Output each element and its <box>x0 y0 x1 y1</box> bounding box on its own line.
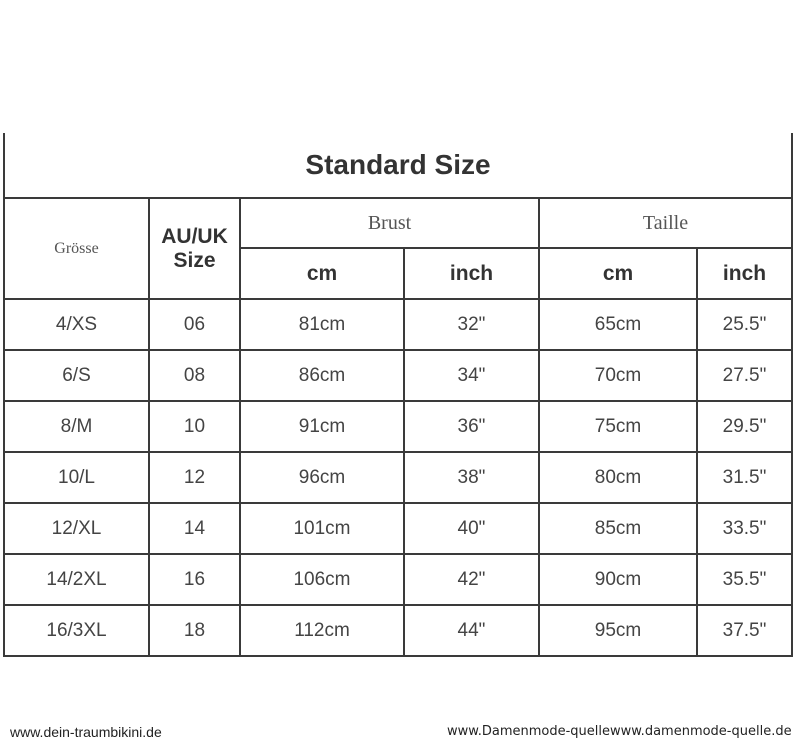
cell-brust-cm: 101cm <box>239 502 405 555</box>
cell-au-uk: 12 <box>148 451 241 504</box>
cell-brust-inch: 44" <box>403 604 540 657</box>
cell-au-uk: 16 <box>148 553 241 606</box>
header-au-uk: AU/UK <box>161 224 228 248</box>
table-row: 12/XL 14 101cm 40" 85cm 33.5" <box>3 502 793 555</box>
cell-au-uk: 10 <box>148 400 241 453</box>
watermark-left: www.dein-traumbikini.de <box>10 724 162 740</box>
cell-taille-inch: 27.5" <box>696 349 793 402</box>
header-taille-cm: cm <box>538 247 698 300</box>
cell-size: 8/M <box>3 400 150 453</box>
cell-taille-inch: 31.5" <box>696 451 793 504</box>
cell-brust-inch: 38" <box>403 451 540 504</box>
table-row: 6/S 08 86cm 34" 70cm 27.5" <box>3 349 793 402</box>
cell-brust-cm: 106cm <box>239 553 405 606</box>
cell-size: 4/XS <box>3 298 150 351</box>
header-size: Grösse <box>3 197 150 300</box>
header-brust-cm: cm <box>239 247 405 300</box>
cell-brust-inch: 42" <box>403 553 540 606</box>
cell-au-uk: 14 <box>148 502 241 555</box>
cell-taille-cm: 90cm <box>538 553 698 606</box>
size-chart-table: Standard Size Grösse AU/UK Size Brust Ta… <box>3 133 793 657</box>
table-row: 8/M 10 91cm 36" 75cm 29.5" <box>3 400 793 453</box>
header-taille-inch: inch <box>696 247 793 300</box>
cell-brust-inch: 36" <box>403 400 540 453</box>
cell-brust-cm: 96cm <box>239 451 405 504</box>
cell-au-uk: 08 <box>148 349 241 402</box>
table-row: 4/XS 06 81cm 32" 65cm 25.5" <box>3 298 793 351</box>
cell-taille-cm: 65cm <box>538 298 698 351</box>
cell-brust-inch: 32" <box>403 298 540 351</box>
table-row: 14/2XL 16 106cm 42" 90cm 35.5" <box>3 553 793 606</box>
cell-size: 10/L <box>3 451 150 504</box>
header-au-uk-size: AU/UK Size <box>148 197 241 300</box>
cell-taille-inch: 37.5" <box>696 604 793 657</box>
table-row: 16/3XL 18 112cm 44" 95cm 37.5" <box>3 604 793 657</box>
cell-size: 12/XL <box>3 502 150 555</box>
cell-brust-inch: 40" <box>403 502 540 555</box>
cell-brust-cm: 86cm <box>239 349 405 402</box>
cell-brust-cm: 112cm <box>239 604 405 657</box>
header-taille: Taille <box>538 197 793 249</box>
cell-taille-cm: 95cm <box>538 604 698 657</box>
cell-au-uk: 06 <box>148 298 241 351</box>
cell-taille-inch: 35.5" <box>696 553 793 606</box>
watermark-right: www.Damenmode-quellewww.damenmode-quelle… <box>447 724 792 739</box>
cell-taille-cm: 70cm <box>538 349 698 402</box>
header-brust: Brust <box>239 197 540 249</box>
table-title: Standard Size <box>3 133 793 199</box>
cell-au-uk: 18 <box>148 604 241 657</box>
header-brust-inch: inch <box>403 247 540 300</box>
cell-taille-inch: 33.5" <box>696 502 793 555</box>
cell-brust-cm: 91cm <box>239 400 405 453</box>
cell-taille-inch: 25.5" <box>696 298 793 351</box>
cell-taille-cm: 85cm <box>538 502 698 555</box>
header-size-label: Size <box>173 248 216 272</box>
table-row: 10/L 12 96cm 38" 80cm 31.5" <box>3 451 793 504</box>
cell-brust-inch: 34" <box>403 349 540 402</box>
cell-size: 6/S <box>3 349 150 402</box>
cell-taille-cm: 75cm <box>538 400 698 453</box>
cell-brust-cm: 81cm <box>239 298 405 351</box>
cell-size: 16/3XL <box>3 604 150 657</box>
cell-size: 14/2XL <box>3 553 150 606</box>
cell-taille-inch: 29.5" <box>696 400 793 453</box>
cell-taille-cm: 80cm <box>538 451 698 504</box>
